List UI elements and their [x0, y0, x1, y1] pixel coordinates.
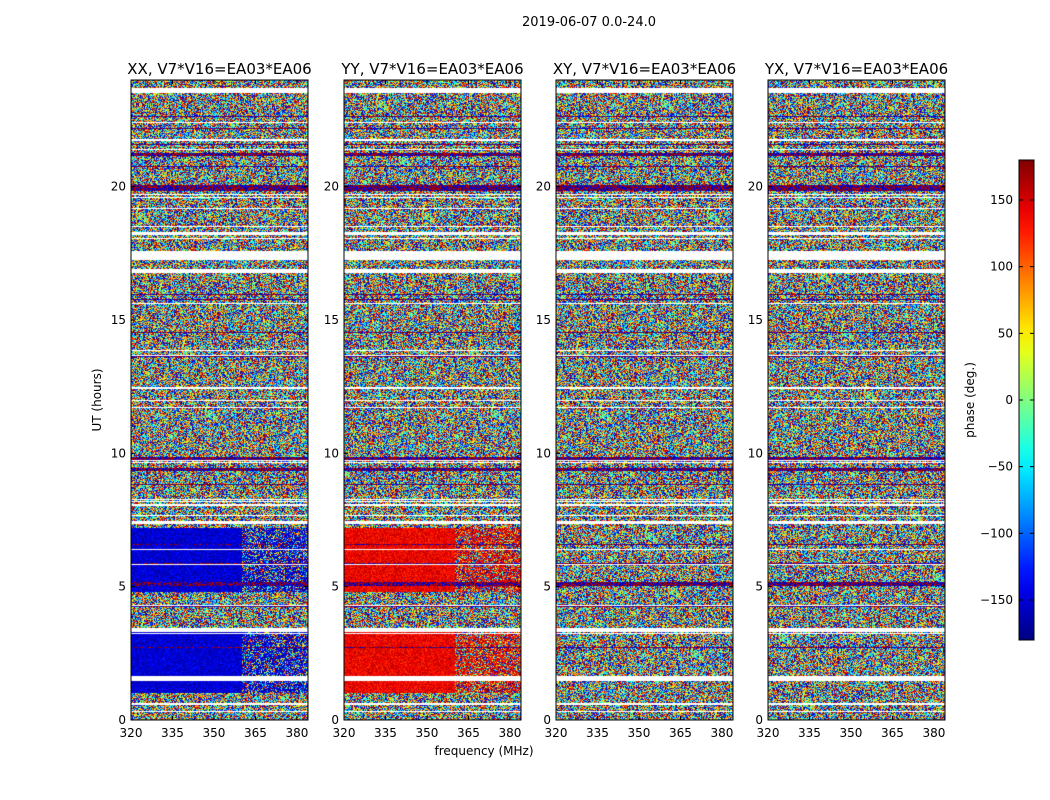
x-tick-label: 335 [798, 726, 821, 740]
y-tick-label: 0 [118, 713, 126, 727]
x-tick-label: 335 [586, 726, 609, 740]
x-tick-label: 350 [416, 726, 439, 740]
y-tick-label: 0 [331, 713, 339, 727]
colorbar-tick-label: 50 [998, 326, 1013, 340]
colorbar-tick-label: −50 [988, 460, 1013, 474]
y-tick-label: 20 [748, 180, 763, 194]
panel-title: YY, V7*V16=EA03*EA06 [340, 60, 523, 78]
colorbar-tick-label: −150 [980, 593, 1013, 607]
x-axis-label: frequency (MHz) [434, 744, 533, 758]
colorbar-tick-label: 0 [1005, 393, 1013, 407]
x-tick-label: 320 [757, 726, 780, 740]
x-tick-label: 380 [285, 726, 308, 740]
colorbar-tick-label: −100 [980, 526, 1013, 540]
y-tick-label: 10 [748, 446, 763, 460]
y-tick-label: 20 [111, 180, 126, 194]
y-axis-label: UT (hours) [90, 368, 104, 431]
y-tick-label: 5 [755, 580, 763, 594]
panel-heatmap [556, 80, 733, 720]
x-tick-label: 380 [922, 726, 945, 740]
panel-yy: YY, V7*V16=EA03*EA06 320 335 350 365 380 0 5 10 1… [324, 60, 524, 740]
x-tick-label: 380 [498, 726, 521, 740]
y-tick-label: 0 [543, 713, 551, 727]
panel-frame [130, 79, 309, 721]
x-tick-label: 365 [457, 726, 480, 740]
x-tick-label: 335 [161, 726, 184, 740]
x-tick-label: 350 [203, 726, 226, 740]
y-tick-label: 0 [755, 713, 763, 727]
y-tick-label: 20 [536, 180, 551, 194]
y-tick-label: 15 [536, 313, 551, 327]
y-tick-label: 5 [331, 580, 339, 594]
panel-xy: XY, V7*V16=EA03*EA06 320 335 350 365 380 0 5 10 1… [536, 60, 736, 740]
colorbar-tick-label: 150 [990, 193, 1013, 207]
y-tick-label: 10 [324, 446, 339, 460]
colorbar-label: phase (deg.) [963, 362, 977, 438]
colorbar-tick-label: 100 [990, 260, 1013, 274]
panels-group: XX, V7*V16=EA03*EA06 320 335 350 365 380 0 5 10 1… [111, 60, 948, 740]
x-tick-label: 350 [840, 726, 863, 740]
panel-title: XY, V7*V16=EA03*EA06 [553, 60, 736, 78]
panel-frame [343, 79, 522, 721]
panel-heatmap [131, 80, 308, 720]
panel-heatmap [344, 80, 521, 720]
colorbar: −150 −100 −50 0 50 100 150 [980, 159, 1035, 641]
x-tick-label: 365 [244, 726, 267, 740]
y-tick-label: 5 [118, 580, 126, 594]
x-tick-label: 320 [333, 726, 356, 740]
x-tick-label: 365 [881, 726, 904, 740]
panel-frame [767, 79, 946, 721]
panel-heatmap [768, 80, 945, 720]
y-tick-label: 15 [324, 313, 339, 327]
panel-xx: XX, V7*V16=EA03*EA06 320 335 350 365 380 0 5 10 1… [111, 60, 312, 740]
y-tick-label: 15 [748, 313, 763, 327]
y-tick-label: 10 [536, 446, 551, 460]
panel-frame [555, 79, 734, 721]
x-tick-label: 335 [374, 726, 397, 740]
figure-suptitle: 2019-06-07 0.0-24.0 [522, 15, 656, 30]
y-tick-label: 10 [111, 446, 126, 460]
y-tick-label: 15 [111, 313, 126, 327]
x-tick-label: 320 [545, 726, 568, 740]
panel-title: YX, V7*V16=EA03*EA06 [764, 60, 948, 78]
y-tick-label: 5 [543, 580, 551, 594]
y-tick-label: 20 [324, 180, 339, 194]
panel-title: XX, V7*V16=EA03*EA06 [127, 60, 311, 78]
x-tick-label: 320 [120, 726, 143, 740]
x-tick-label: 365 [669, 726, 692, 740]
x-tick-label: 350 [628, 726, 651, 740]
panel-yx: YX, V7*V16=EA03*EA06 320 335 350 365 380 0 5 10 1… [748, 60, 948, 740]
x-tick-label: 380 [710, 726, 733, 740]
